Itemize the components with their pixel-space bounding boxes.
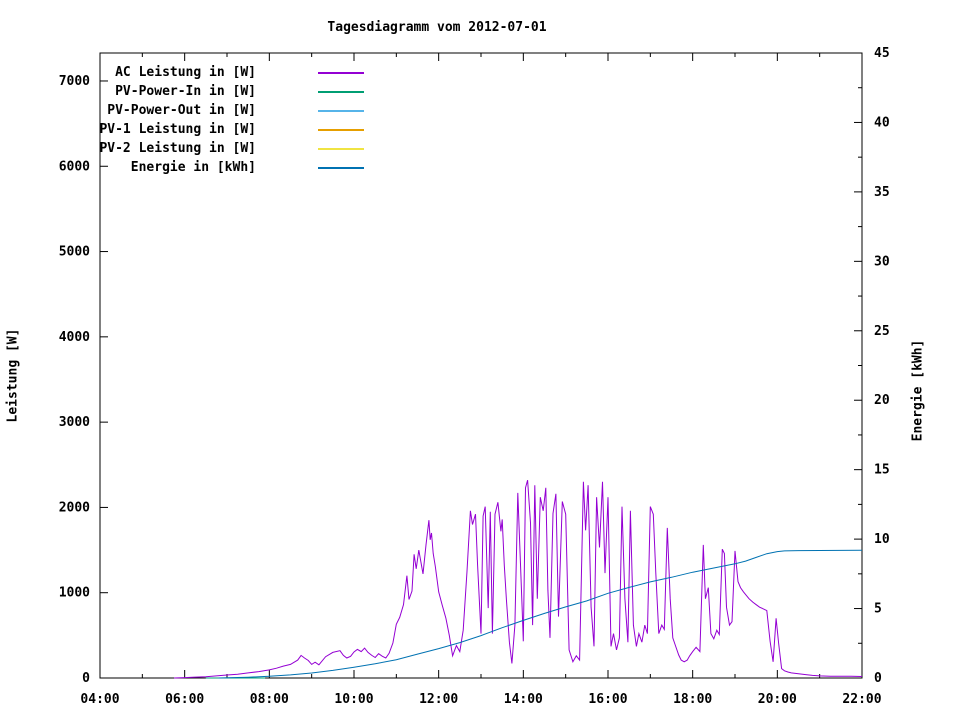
y-right-tick-label: 40 — [874, 115, 890, 130]
legend-line-sample — [318, 90, 364, 93]
y-right-tick-label: 45 — [874, 46, 890, 61]
legend-item-ac-leistung: AC Leistung in [W] — [96, 63, 364, 82]
legend-line-sample — [318, 109, 364, 112]
legend-label: PV-1 Leistung in [W] — [99, 122, 256, 137]
y-right-tick-label: 5 — [874, 602, 882, 617]
y-left-tick-label: 2000 — [59, 500, 90, 515]
legend-label: PV-Power-In in [W] — [115, 84, 256, 99]
y-axis-label-energie: Energie [kWh] — [910, 339, 926, 442]
y-left-tick-label: 1000 — [59, 586, 90, 601]
chart-title: Tagesdiagramm vom 2012-07-01 — [327, 20, 547, 35]
legend-item-energie: Energie in [kWh] — [96, 158, 364, 177]
y-left-tick-label: 4000 — [59, 330, 90, 345]
legend: AC Leistung in [W] PV-Power-In in [W] PV… — [96, 63, 364, 177]
y-right-tick-label: 0 — [874, 671, 882, 686]
legend-line-sample — [318, 166, 364, 169]
legend-line-sample — [318, 147, 364, 150]
series-lines — [174, 479, 863, 679]
x-tick-label: 10:00 — [334, 692, 373, 707]
x-tick-label: 20:00 — [758, 692, 797, 707]
x-tick-label: 22:00 — [842, 692, 881, 707]
y-left-tick-label: 3000 — [59, 415, 90, 430]
series-line-0 — [174, 479, 863, 679]
legend-item-pv-power-out: PV-Power-Out in [W] — [96, 101, 364, 120]
legend-item-pv2-leistung: PV-2 Leistung in [W] — [96, 139, 364, 158]
x-tick-label: 18:00 — [673, 692, 712, 707]
axis-tick-labels: 04:00 06:00 08:00 10:00 12:00 14:00 16:00 18:00… — [59, 46, 890, 707]
y-left-tick-label: 6000 — [59, 159, 90, 174]
y-right-tick-label: 25 — [874, 324, 890, 339]
y-left-tick-label: 5000 — [59, 245, 90, 260]
legend-label: Energie in [kWh] — [130, 160, 256, 175]
legend-label: PV-2 Leistung in [W] — [99, 141, 256, 156]
y-left-tick-label: 7000 — [59, 74, 90, 89]
legend-label: AC Leistung in [W] — [115, 65, 256, 80]
y-left-tick-label: 0 — [82, 671, 90, 686]
axis-ticks — [99, 52, 863, 679]
x-tick-label: 12:00 — [419, 692, 458, 707]
legend-item-pv1-leistung: PV-1 Leistung in [W] — [96, 120, 364, 139]
y-right-tick-label: 35 — [874, 185, 890, 200]
y-right-tick-label: 20 — [874, 393, 890, 408]
y-right-tick-label: 10 — [874, 532, 890, 547]
y-right-tick-label: 15 — [874, 463, 890, 478]
x-tick-label: 06:00 — [165, 692, 204, 707]
legend-label: PV-Power-Out in [W] — [107, 103, 256, 118]
x-tick-label: 16:00 — [588, 692, 627, 707]
legend-item-pv-power-in: PV-Power-In in [W] — [96, 82, 364, 101]
x-tick-label: 08:00 — [250, 692, 289, 707]
y-right-tick-label: 30 — [874, 254, 890, 269]
y-axis-label-leistung: Leistung [W] — [5, 328, 21, 423]
legend-line-sample — [318, 71, 364, 74]
legend-line-sample — [318, 128, 364, 131]
series-line-5 — [218, 549, 863, 679]
x-tick-label: 14:00 — [504, 692, 543, 707]
x-tick-label: 04:00 — [80, 692, 119, 707]
